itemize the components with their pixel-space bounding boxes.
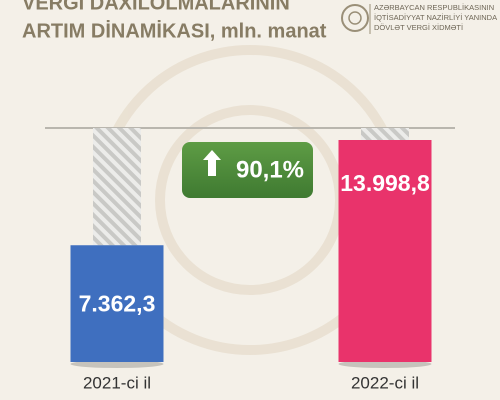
bar <box>338 140 432 362</box>
logo-text: AZƏRBAYCAN RESPUBLİKASININ <box>374 3 494 12</box>
annotation: 90,1% <box>236 156 304 183</box>
growth-badge: 90,1% <box>182 142 313 198</box>
value-label: 7.362,3 <box>79 290 156 316</box>
chart-title: VERGİ DAXİLOLMALARININ <box>22 0 290 14</box>
bar <box>70 245 164 362</box>
chart-title: ARTIM DİNAMİKASI, mln. manat <box>22 19 327 42</box>
logo: AZƏRBAYCAN RESPUBLİKASININ İQTİSADİYYAT … <box>341 3 497 34</box>
logo-text: İQTİSADİYYAT NAZİRLİYİ YANINDA <box>374 13 497 22</box>
x-tick-label: 2022-ci il <box>351 373 419 392</box>
logo-text: DÖVLƏT VERGİ XİDMƏTİ <box>374 23 463 32</box>
x-tick-label: 2021-ci il <box>83 373 151 392</box>
hatch-column <box>361 128 409 140</box>
hatch-column <box>93 128 141 246</box>
value-label: 13.998,8 <box>340 170 430 196</box>
